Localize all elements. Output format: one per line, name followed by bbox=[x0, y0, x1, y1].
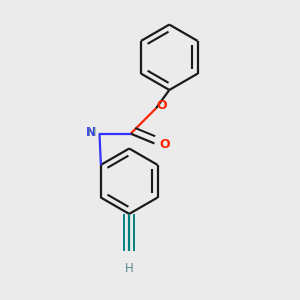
Text: H: H bbox=[80, 126, 97, 139]
Text: O: O bbox=[160, 138, 170, 152]
Text: N: N bbox=[86, 126, 97, 139]
Text: H: H bbox=[125, 262, 134, 275]
Text: O: O bbox=[156, 99, 166, 112]
